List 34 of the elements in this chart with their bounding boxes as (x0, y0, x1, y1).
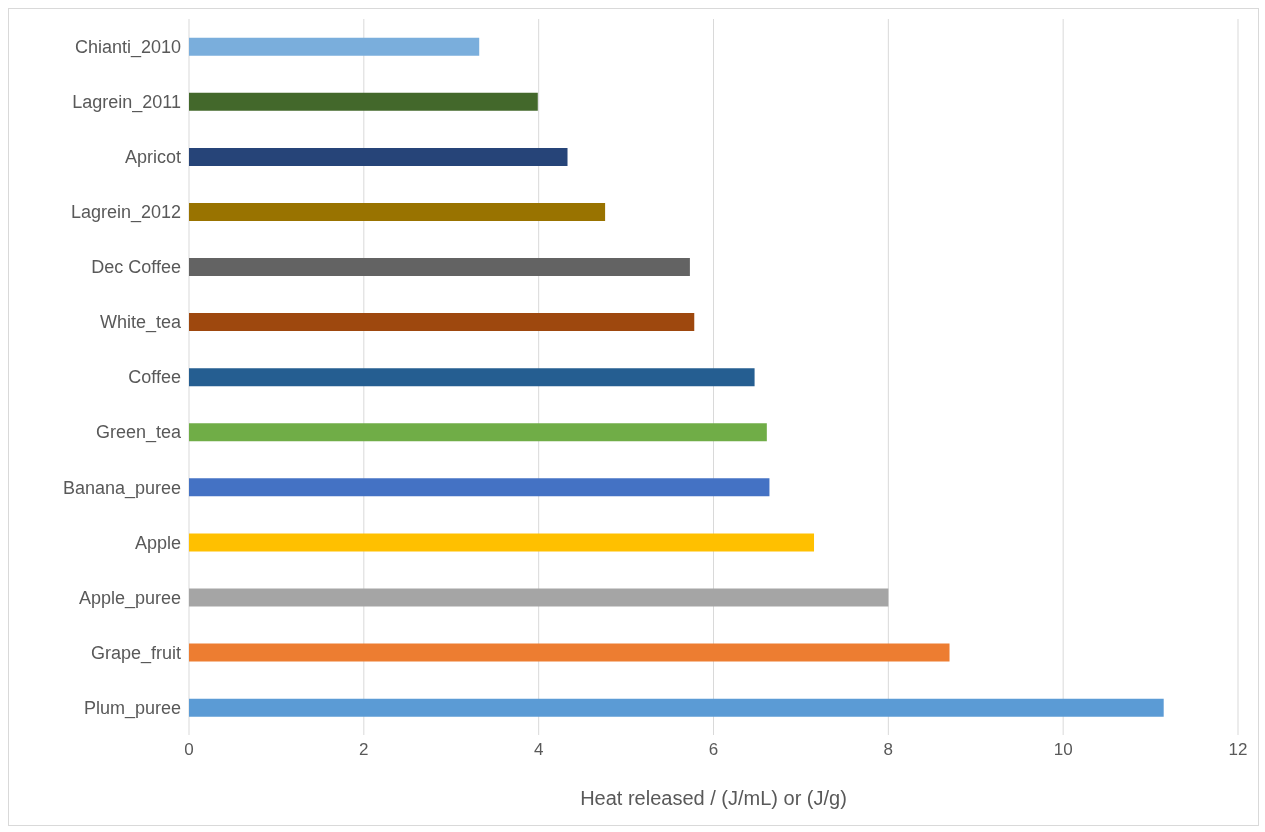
y-tick-label: Coffee (128, 367, 181, 388)
bar (189, 313, 695, 332)
y-tick-label: White_tea (99, 312, 182, 334)
x-tick-label: 12 (1228, 740, 1248, 760)
x-tick-label: 6 (708, 740, 719, 760)
bar (189, 588, 889, 607)
y-tick-label: Apple_puree (78, 587, 181, 609)
y-tick-label: Plum_puree (83, 697, 181, 719)
bar (189, 147, 568, 166)
y-tick-label: Apricot (124, 147, 181, 168)
y-tick-label: Green_tea (95, 422, 182, 444)
bar (189, 698, 1164, 717)
y-tick-label: Banana_puree (62, 477, 181, 499)
bar (189, 478, 770, 497)
bar (189, 533, 815, 552)
x-axis-title: Heat released / (J/mL) or (J/g) (580, 787, 847, 809)
x-tick-label: 4 (533, 740, 544, 760)
y-tick-label: Chianti_2010 (74, 36, 181, 58)
y-tick-label: Lagrein_2012 (70, 202, 181, 224)
y-tick-label: Lagrein_2011 (72, 92, 181, 114)
x-tick-label: 10 (1053, 740, 1073, 760)
x-tick-label: 8 (883, 740, 894, 760)
bar (189, 92, 538, 111)
bar (189, 423, 767, 442)
y-tick-label: Apple (134, 532, 181, 553)
x-tick-label: 2 (359, 740, 369, 760)
y-tick-label: Dec Coffee (91, 257, 181, 278)
bar (189, 37, 480, 56)
x-tick-label: 0 (184, 740, 194, 760)
bar (189, 202, 606, 221)
y-tick-label: Grape_fruit (90, 642, 181, 664)
bar (189, 258, 690, 277)
bar (189, 643, 950, 662)
bar (189, 368, 755, 387)
